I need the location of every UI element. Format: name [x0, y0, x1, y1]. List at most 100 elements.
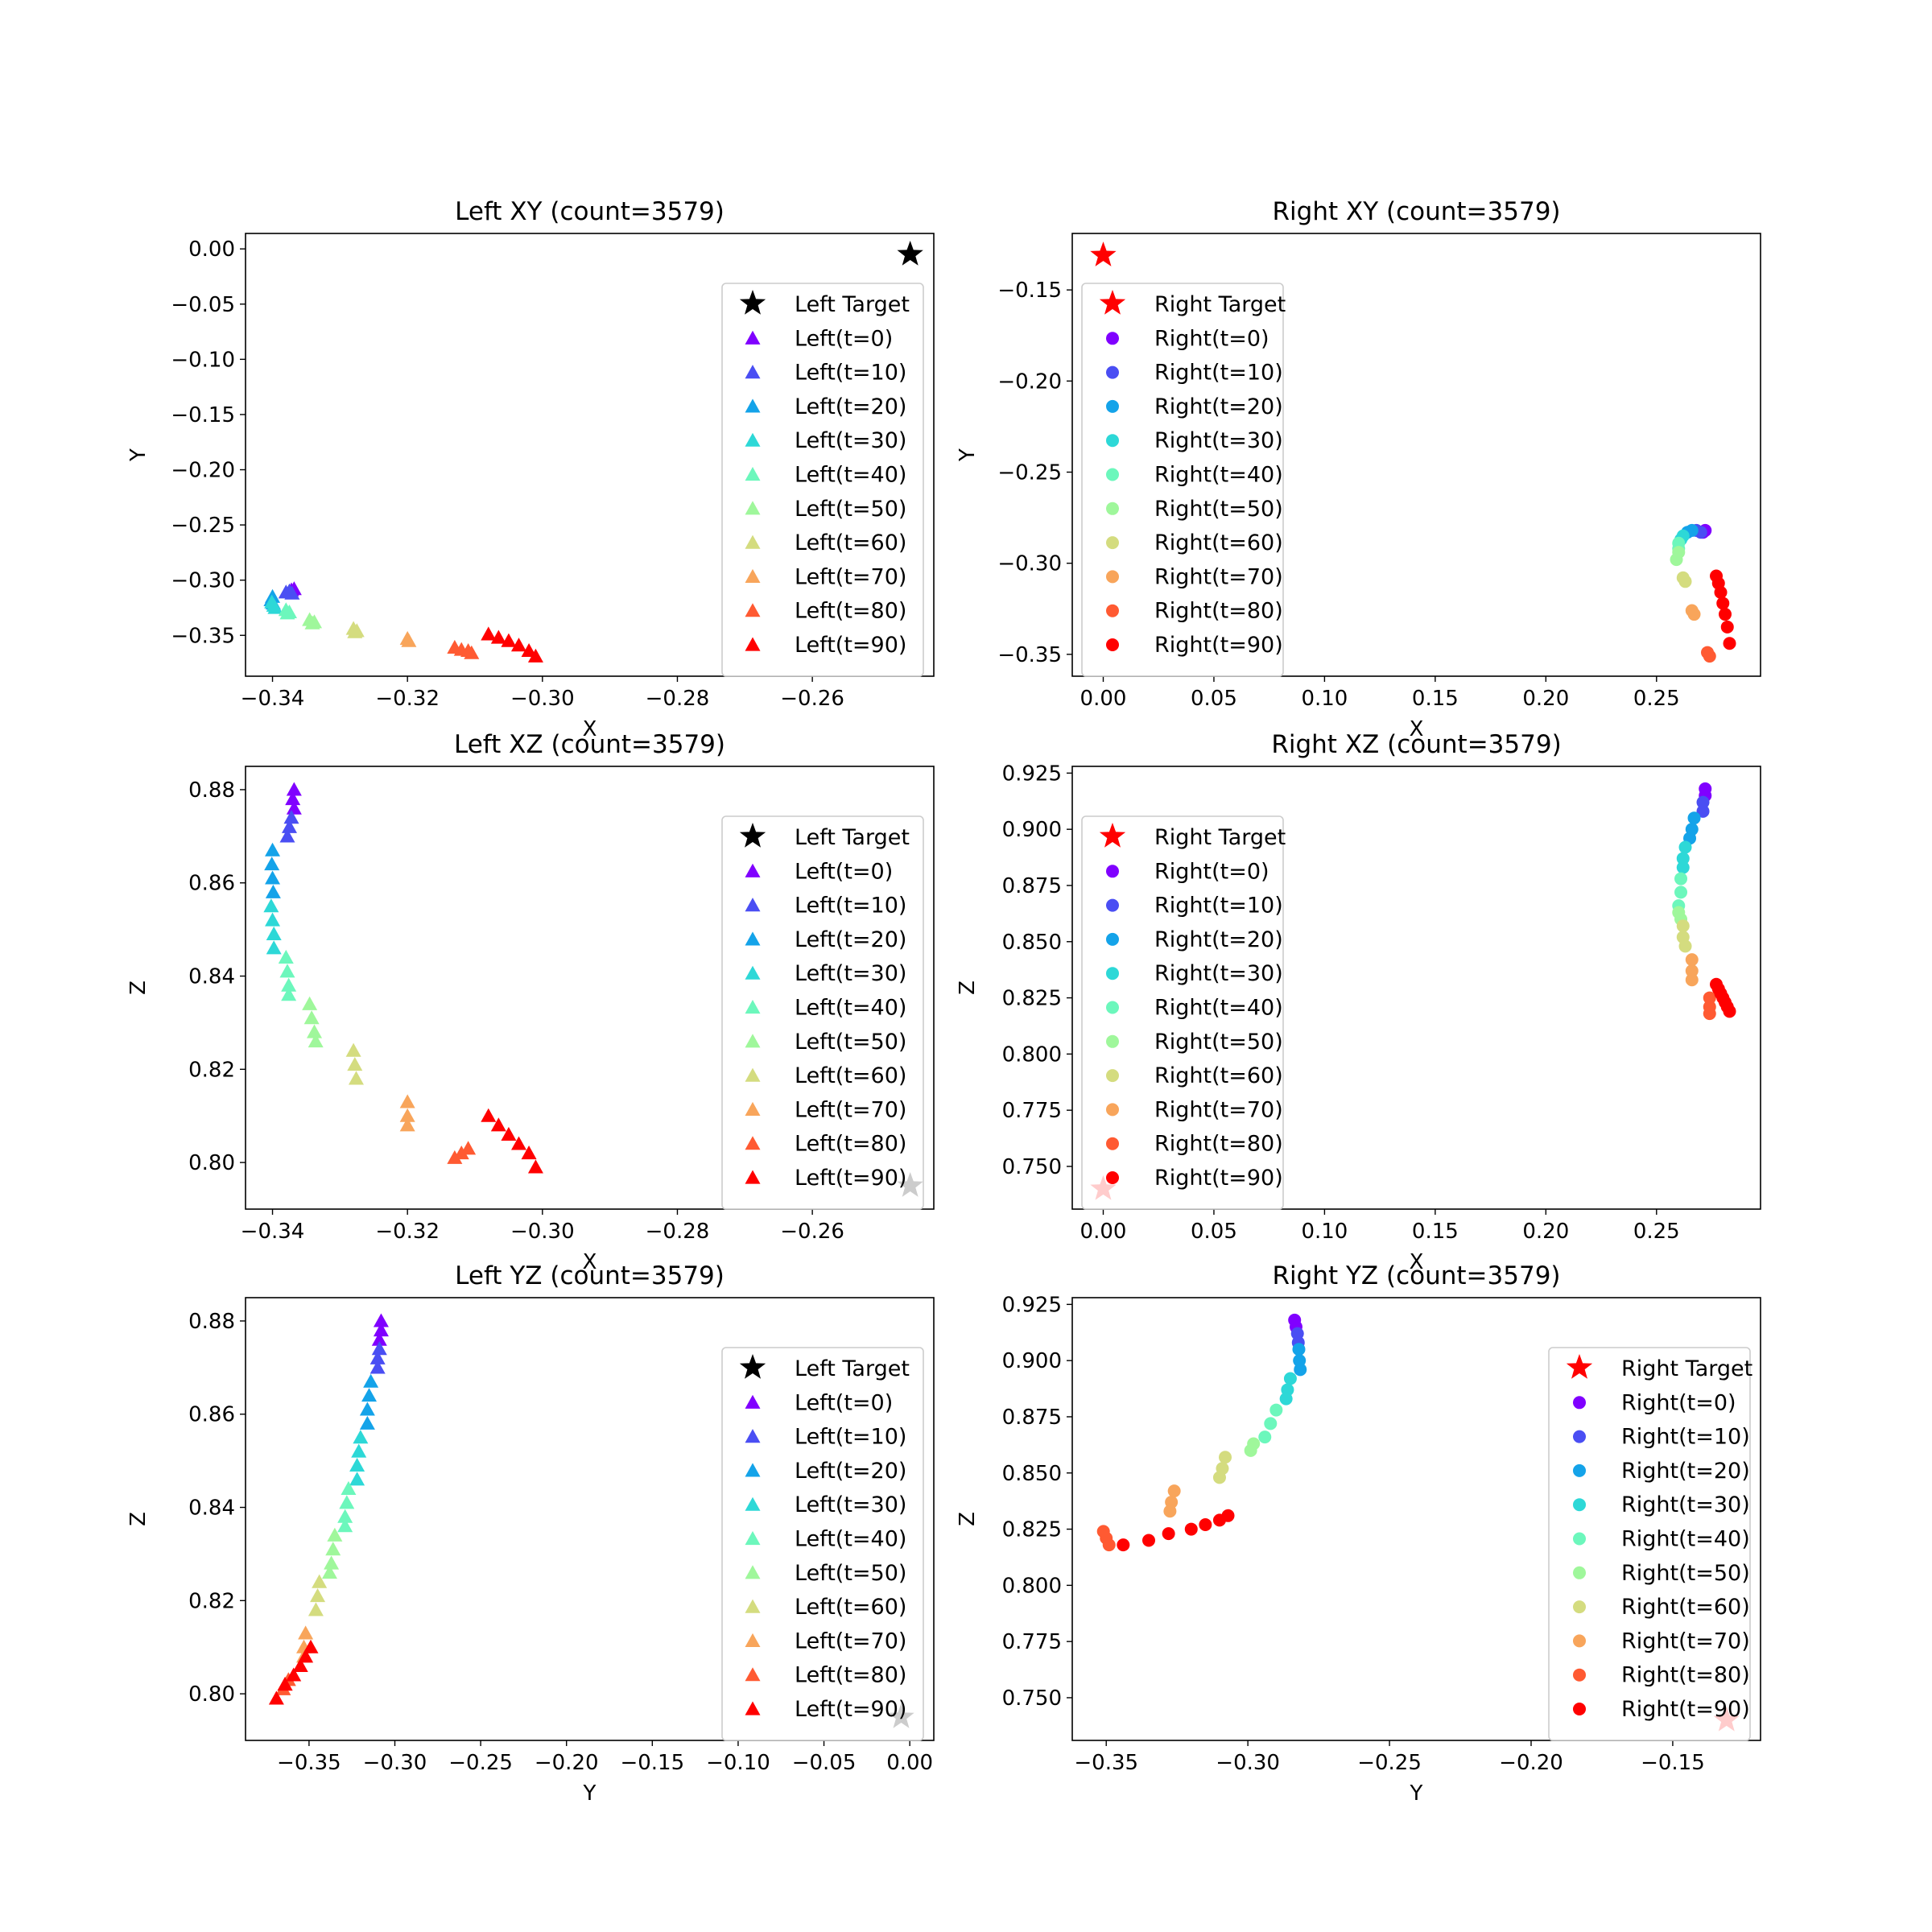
data-points — [1672, 782, 1736, 1021]
legend-label: Left Target — [795, 825, 910, 850]
legend-label: Left(t=70) — [795, 1097, 906, 1122]
y-axis-label: Z — [126, 1512, 151, 1526]
legend-marker — [1106, 898, 1119, 912]
target-star-icon — [1090, 242, 1117, 266]
data-point — [349, 1472, 365, 1486]
legend-label: Left(t=40) — [795, 1527, 906, 1552]
x-tick-label: −0.10 — [706, 1751, 770, 1775]
legend-label: Right(t=70) — [1621, 1629, 1750, 1653]
x-tick-label: 0.25 — [1633, 1220, 1680, 1244]
y-tick-label: 0.750 — [1002, 1155, 1062, 1179]
data-point — [337, 1518, 353, 1533]
legend-target-star-icon — [1099, 290, 1126, 315]
panel-title: Left XZ (count=3579) — [454, 730, 725, 759]
data-point — [347, 624, 363, 638]
y-tick-label: −0.20 — [997, 369, 1062, 394]
data-point — [1264, 1417, 1278, 1430]
legend-label: Left(t=80) — [795, 1132, 906, 1157]
legend-marker — [1106, 604, 1119, 617]
legend-marker — [1573, 1566, 1586, 1579]
legend-marker — [745, 467, 761, 481]
data-point — [279, 964, 295, 978]
data-points — [263, 782, 543, 1174]
data-point — [283, 810, 299, 824]
data-point — [369, 1360, 386, 1374]
legend-marker — [1106, 399, 1119, 413]
legend-marker — [1106, 638, 1119, 651]
data-point — [1685, 973, 1699, 987]
x-tick-label: 0.00 — [886, 1751, 933, 1775]
legend-marker — [745, 365, 761, 379]
legend-label: Left(t=70) — [795, 1629, 906, 1653]
y-tick-label: 0.86 — [188, 872, 235, 896]
data-point — [1687, 608, 1701, 621]
y-tick-label: 0.900 — [1002, 1349, 1062, 1373]
data-point — [371, 1341, 387, 1356]
data-point — [337, 1509, 353, 1523]
y-tick-label: 0.875 — [1002, 874, 1062, 898]
data-point — [1723, 637, 1736, 650]
data-point — [1696, 795, 1710, 809]
data-point — [527, 648, 543, 663]
legend-label: Right(t=20) — [1154, 394, 1283, 419]
data-points — [268, 1313, 389, 1705]
data-point — [1269, 1403, 1283, 1417]
legend-box — [1081, 815, 1284, 1210]
legend-marker — [1106, 434, 1119, 448]
data-point — [286, 1667, 302, 1682]
data-point — [1685, 953, 1699, 967]
data-point — [341, 1480, 357, 1495]
legend-label: Right(t=60) — [1621, 1595, 1750, 1620]
legend-label: Right(t=70) — [1154, 1097, 1283, 1122]
data-point — [1212, 1471, 1226, 1484]
legend-box — [1548, 1347, 1751, 1741]
y-tick-label: −0.05 — [171, 293, 235, 317]
legend-marker — [745, 898, 761, 912]
legend-marker — [1106, 1171, 1119, 1184]
legend-marker — [745, 931, 761, 946]
data-point — [1283, 1372, 1297, 1385]
data-point — [1719, 608, 1732, 621]
data-point — [481, 626, 497, 641]
data-point — [399, 1117, 415, 1132]
plot-frame — [1071, 766, 1761, 1210]
legend-box — [721, 1347, 924, 1741]
x-tick-label: −0.26 — [780, 1220, 844, 1244]
plot-frame — [245, 766, 935, 1210]
data-point — [281, 819, 297, 833]
data-point — [286, 800, 302, 815]
legend-marker — [745, 1701, 761, 1715]
legend-target-star-icon — [739, 290, 766, 315]
x-tick-label: 0.05 — [1191, 687, 1237, 711]
y-tick-label: −0.35 — [997, 643, 1062, 667]
data-point — [339, 1495, 355, 1509]
y-tick-label: 0.88 — [188, 1310, 235, 1334]
data-point — [348, 1071, 364, 1085]
data-point — [1703, 991, 1716, 1005]
y-tick-label: −0.20 — [171, 459, 235, 483]
data-point — [363, 1373, 379, 1388]
legend-marker — [1573, 1430, 1586, 1443]
plot-frame — [1071, 233, 1761, 677]
legend-label: Left(t=0) — [795, 326, 893, 351]
data-points — [1096, 1313, 1307, 1552]
data-point — [1142, 1534, 1155, 1547]
legend-marker — [1106, 1034, 1119, 1048]
legend-label: Right(t=80) — [1621, 1663, 1750, 1688]
legend-marker — [745, 330, 761, 345]
legend-label: Left(t=60) — [795, 1595, 906, 1620]
y-tick-label: 0.84 — [188, 965, 235, 989]
x-tick-label: −0.20 — [1499, 1751, 1563, 1775]
legend-label: Left(t=60) — [795, 1063, 906, 1088]
data-point — [1163, 1505, 1177, 1518]
data-point — [304, 615, 320, 630]
panel-title: Right XY (count=3579) — [1272, 197, 1560, 226]
data-point — [266, 926, 282, 941]
data-point — [284, 585, 300, 600]
data-point — [490, 1117, 506, 1132]
data-point — [265, 870, 281, 885]
legend-marker — [1573, 1634, 1586, 1648]
data-point — [265, 842, 281, 857]
legend-marker — [1106, 570, 1119, 584]
legend-label: Right(t=80) — [1154, 599, 1283, 624]
